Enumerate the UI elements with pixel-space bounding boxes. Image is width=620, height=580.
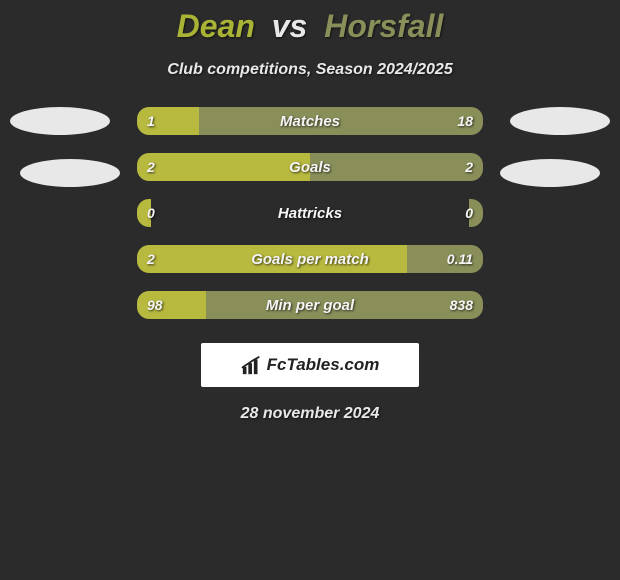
stat-row-goals-per-match: 2 0.11 Goals per match — [137, 245, 483, 273]
row-label: Goals per match — [137, 245, 483, 273]
val-left: 98 — [137, 291, 173, 319]
player2-name: Horsfall — [324, 8, 443, 44]
date-text: 28 november 2024 — [0, 405, 620, 423]
stat-row-hattricks: 0 0 Hattricks — [137, 199, 483, 227]
stat-row-min-per-goal: 98 838 Min per goal — [137, 291, 483, 319]
player2-badge-2 — [500, 159, 600, 187]
page-title: Dean vs Horsfall — [0, 0, 620, 45]
stat-row-matches: 1 18 Matches — [137, 107, 483, 135]
subtitle: Club competitions, Season 2024/2025 — [0, 61, 620, 79]
row-label: Matches — [137, 107, 483, 135]
chart-area: 1 18 Matches 2 2 Goals 0 0 Hattricks — [0, 107, 620, 337]
val-right: 2 — [455, 153, 483, 181]
player1-badge-1 — [10, 107, 110, 135]
vs-text: vs — [272, 8, 308, 44]
val-right: 0 — [455, 199, 483, 227]
val-right: 0.11 — [437, 245, 483, 273]
val-left: 2 — [137, 153, 165, 181]
stat-row-goals: 2 2 Goals — [137, 153, 483, 181]
val-left: 1 — [137, 107, 165, 135]
val-right: 838 — [440, 291, 483, 319]
player1-badge-2 — [20, 159, 120, 187]
row-label: Goals — [137, 153, 483, 181]
player1-name: Dean — [177, 8, 255, 44]
val-right: 18 — [447, 107, 483, 135]
player2-badge-1 — [510, 107, 610, 135]
stat-rows: 1 18 Matches 2 2 Goals 0 0 Hattricks — [137, 107, 483, 319]
comparison-infographic: Dean vs Horsfall Club competitions, Seas… — [0, 0, 620, 580]
row-label: Min per goal — [137, 291, 483, 319]
chart-icon — [241, 354, 263, 376]
row-label: Hattricks — [137, 199, 483, 227]
val-left: 2 — [137, 245, 165, 273]
logo-text: FcTables.com — [267, 355, 380, 375]
val-left: 0 — [137, 199, 165, 227]
logo-box: FcTables.com — [201, 343, 419, 387]
